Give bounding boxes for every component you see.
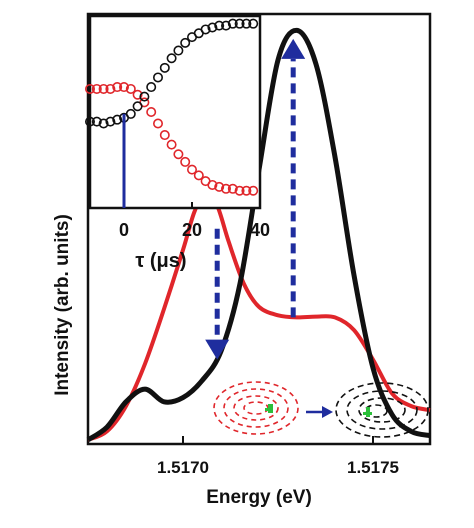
inset-point-black (125, 108, 136, 119)
exciton-core-left (265, 404, 273, 413)
inset-point-red (146, 107, 157, 118)
transition-arrow (306, 406, 333, 418)
inset-point-red (193, 170, 204, 181)
inset-point-red (153, 118, 164, 129)
transfer-arrow-up-head (281, 38, 306, 59)
inset-point-red (241, 185, 252, 196)
inset-point-black (166, 53, 177, 64)
inset-point-red (132, 89, 143, 100)
inset-point-black (180, 37, 191, 48)
exciton-core-right (363, 407, 372, 417)
inset-x-tick-label: 40 (250, 220, 270, 240)
inset-point-black (173, 45, 184, 56)
inset-point-black (146, 82, 157, 93)
main-plot-frame (86, 12, 432, 446)
inset-x-axis-title: τ (μs) (135, 250, 186, 272)
inset-point-black (200, 24, 211, 35)
inset-point-red (98, 83, 109, 94)
inset-point-black (207, 22, 218, 33)
inset-point-black (98, 118, 109, 129)
inset-point-red (248, 185, 259, 196)
inset-point-red (166, 139, 177, 150)
inset-point-black (105, 116, 116, 127)
transfer-arrow-down-head (205, 339, 230, 360)
inset-point-black (139, 91, 150, 102)
inset-point-red (91, 83, 102, 94)
inset-point-black (227, 18, 238, 29)
inset-point-black (221, 20, 232, 31)
inset-point-black (159, 62, 170, 73)
inset-point-red (159, 130, 170, 141)
inset-point-red (119, 82, 130, 93)
inset-point-black (153, 72, 164, 83)
inset-point-red (221, 183, 232, 194)
inset-point-red (112, 82, 123, 93)
inset-x-tick-label: 20 (182, 220, 202, 240)
inset-point-black (132, 101, 143, 112)
inset-point-red (214, 181, 225, 192)
inset-point-black (234, 18, 245, 29)
inset-point-red (180, 156, 191, 167)
spectrum-line-black (86, 27, 431, 442)
inset-point-black (214, 20, 225, 31)
inset-x-tick-label: 0 (119, 220, 129, 240)
exciton-ring-diagram-left (213, 381, 299, 435)
exciton-ring-diagram-right (335, 382, 429, 438)
main-x-axis-title: Energy (eV) (206, 487, 312, 508)
inset-point-red (227, 183, 238, 194)
inset-point-red (234, 185, 245, 196)
inset-point-black (241, 18, 252, 29)
main-y-axis-title: Intensity (arb. units) (52, 214, 73, 396)
inset-point-red (207, 179, 218, 190)
inset-point-black (91, 116, 102, 127)
inset-point-red (187, 164, 198, 175)
inset-point-black (112, 114, 123, 125)
inset-point-red (173, 149, 184, 160)
inset-point-red (125, 83, 136, 94)
inset-point-black (248, 18, 259, 29)
inset-point-red (85, 83, 96, 94)
main-x-tick-label: 1.5175 (347, 458, 399, 477)
inset-plot-frame (88, 14, 262, 210)
inset-point-black (85, 116, 96, 127)
main-x-tick-label: 1.5170 (157, 458, 209, 477)
inset-point-red (105, 83, 116, 94)
